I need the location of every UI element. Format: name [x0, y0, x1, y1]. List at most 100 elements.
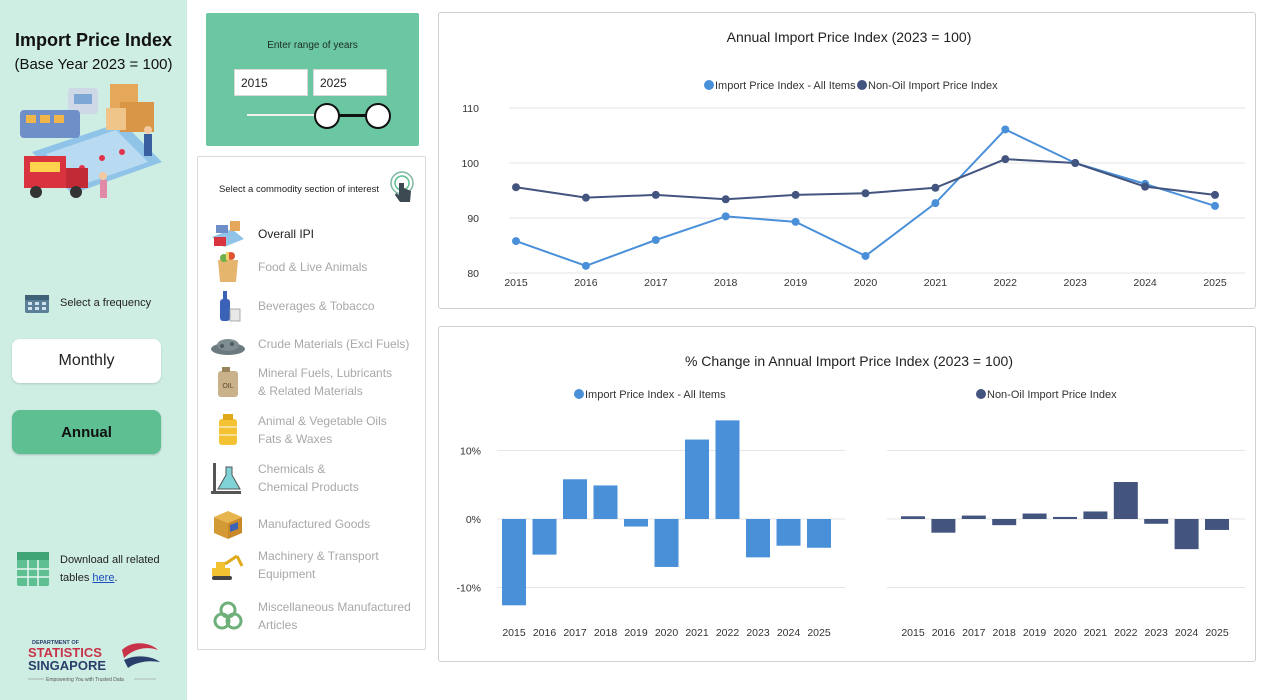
bar[interactable]	[685, 439, 709, 519]
legend-marker	[574, 389, 584, 399]
bar[interactable]	[563, 479, 587, 519]
legend-marker	[976, 389, 986, 399]
bar[interactable]	[1083, 511, 1108, 519]
calendar-icon	[25, 295, 49, 313]
x-tick-label: 2021	[1084, 627, 1108, 639]
data-point[interactable]	[581, 261, 590, 270]
year-to-input[interactable]: 2025	[313, 69, 387, 96]
x-tick-label: 2019	[624, 627, 648, 639]
x-tick-label: 2025	[807, 627, 831, 639]
x-tick-label: 2024	[1133, 277, 1157, 289]
gears-icon	[213, 601, 243, 630]
bar[interactable]	[502, 519, 526, 606]
data-point[interactable]	[1141, 182, 1150, 191]
commodity-label: Mineral Fuels, Lubricants & Related Mater…	[258, 366, 393, 398]
data-point[interactable]	[1001, 125, 1010, 134]
commodity-panel: Select a commodity section of interest O…	[197, 156, 426, 650]
bar[interactable]	[624, 519, 648, 527]
data-point[interactable]	[861, 251, 870, 260]
commodity-animal-vegetable-oils[interactable]: Animal & Vegetable Oils Fats & Waxes	[210, 412, 420, 448]
year-slider-start-handle[interactable]	[314, 103, 340, 129]
data-point[interactable]	[512, 237, 520, 246]
commodity-crude-materials[interactable]: Crude Materials (Excl Fuels)	[210, 327, 420, 361]
bar[interactable]	[532, 519, 557, 555]
bar[interactable]	[992, 519, 1017, 526]
logistics-illustration	[20, 84, 162, 198]
app-subtitle: (Base Year 2023 = 100)	[14, 56, 173, 73]
data-point[interactable]	[1211, 190, 1219, 199]
data-point[interactable]	[931, 199, 940, 208]
data-point[interactable]	[861, 189, 870, 198]
frequency-selector-label: Select a frequency	[24, 292, 151, 314]
download-link[interactable]: here	[92, 572, 115, 584]
bar[interactable]	[901, 516, 925, 519]
commodity-beverages-tobacco[interactable]: Beverages & Tobacco	[210, 289, 420, 323]
x-tick-label: 2015	[901, 627, 925, 639]
data-point[interactable]	[651, 190, 660, 199]
x-tick-label: 2017	[563, 627, 587, 639]
bar-panel: -10% 0% 10% 2015 2016 2017 2018 2019 2020 2021 202…	[456, 389, 845, 639]
commodity-manufactured-goods[interactable]: Manufactured Goods	[210, 507, 420, 541]
commodity-misc-manufactured[interactable]: Miscellaneous Manufactured Articles	[210, 598, 420, 634]
data-point[interactable]	[651, 236, 660, 244]
data-point[interactable]	[1071, 159, 1080, 167]
x-tick-label: 2025	[1203, 277, 1227, 289]
bar[interactable]	[1022, 513, 1047, 519]
bar[interactable]	[961, 515, 986, 519]
excavator-icon	[212, 554, 244, 580]
commodity-label: Chemicals & Chemical Products	[258, 462, 359, 494]
x-tick-label: 2018	[993, 627, 1017, 639]
bar[interactable]	[654, 519, 679, 567]
commodity-food-live-animals[interactable]: Food & Live Animals	[210, 250, 420, 284]
data-point[interactable]	[791, 217, 800, 226]
bar-chart-title: % Change in Annual Import Price Index (2…	[685, 353, 1013, 369]
x-tick-label: 2016	[574, 277, 598, 289]
commodity-chemicals[interactable]: Chemicals & Chemical Products	[210, 460, 420, 496]
bar[interactable]	[776, 519, 801, 546]
download-text-2: tables	[60, 572, 90, 584]
box-icon	[214, 511, 242, 539]
x-tick-label: 2022	[716, 627, 740, 639]
data-point[interactable]	[512, 183, 520, 192]
x-tick-label: 2018	[714, 277, 738, 289]
bar[interactable]	[715, 420, 740, 519]
data-point[interactable]	[1211, 201, 1219, 210]
bar[interactable]	[1053, 516, 1077, 519]
bar[interactable]	[807, 519, 831, 548]
commodity-label: Miscellaneous Manufactured Articles	[258, 600, 411, 632]
sidebar: Import Price Index (Base Year 2023 = 100…	[0, 0, 187, 700]
data-point[interactable]	[791, 190, 800, 199]
x-tick-label: 2022	[1114, 627, 1138, 639]
food-icon	[218, 252, 238, 282]
commodity-machinery-transport[interactable]: Machinery & Transport Equipment	[210, 547, 420, 583]
year-slider-end-handle[interactable]	[365, 103, 391, 129]
commodity-label: Machinery & Transport Equipment	[258, 549, 379, 581]
bar[interactable]	[1205, 519, 1229, 530]
app-title: Import Price Index	[14, 30, 173, 50]
bar[interactable]	[746, 519, 770, 558]
commodity-mineral-fuels[interactable]: OIL Mineral Fuels, Lubricants & Related M…	[210, 364, 420, 400]
monthly-button[interactable]: Monthly	[12, 339, 161, 383]
bar[interactable]	[1174, 519, 1199, 550]
x-tick-label: 2016	[533, 627, 557, 639]
bar[interactable]	[1144, 519, 1169, 524]
commodity-label: Crude Materials (Excl Fuels)	[258, 337, 410, 351]
annual-ipi-line-chart: Annual Import Price Index (2023 = 100) I…	[461, 29, 1245, 289]
data-point[interactable]	[581, 193, 590, 202]
bar[interactable]	[1113, 482, 1138, 519]
x-tick-label: 2023	[746, 627, 770, 639]
commodity-overall-ipi[interactable]: Overall IPI	[210, 217, 420, 251]
y-tick-label: 90	[467, 213, 479, 225]
bar[interactable]	[593, 485, 618, 519]
data-point[interactable]	[721, 195, 730, 204]
data-point[interactable]	[1001, 155, 1010, 164]
data-point[interactable]	[721, 212, 730, 221]
bar[interactable]	[931, 519, 956, 533]
annual-button[interactable]: Annual	[12, 410, 161, 454]
oil-bottle-icon	[219, 414, 237, 445]
x-tick-label: 2023	[1145, 627, 1169, 639]
data-point[interactable]	[931, 183, 940, 192]
spreadsheet-icon	[17, 552, 49, 586]
year-from-input[interactable]: 2015	[234, 69, 308, 96]
x-tick-label: 2020	[1053, 627, 1077, 639]
